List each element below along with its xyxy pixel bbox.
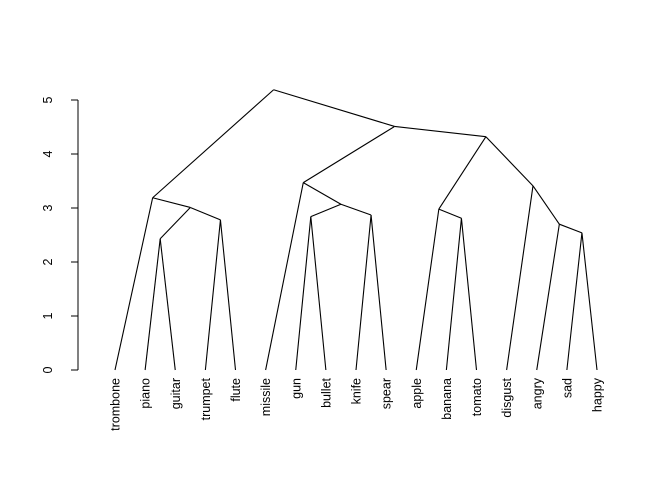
leaf-label-flute: flute [229, 378, 243, 402]
dendrogram-branch [310, 216, 327, 371]
leaf-label-angry: angry [530, 377, 544, 409]
dendrogram-branch [310, 203, 342, 218]
leaf-label-guitar: guitar [169, 378, 183, 409]
y-tick-label: 1 [41, 312, 55, 319]
leaf-labels: trombone piano guitar trumpet flute missile gu… [109, 377, 605, 431]
dendrogram-branch [566, 232, 583, 371]
dendrogram-branch [438, 136, 487, 210]
leaf-label-trombone: trombone [109, 378, 123, 431]
dendrogram-branch [355, 214, 372, 371]
dendrogram-branch [415, 209, 440, 371]
dendrogram-branch [532, 185, 560, 225]
dendrogram-branch [152, 197, 191, 208]
dendrogram-branch [370, 214, 387, 371]
leaf-label-happy: happy [591, 377, 605, 412]
leaf-label-spear: spear [380, 378, 394, 409]
y-tick-label: 2 [41, 258, 55, 265]
leaf-label-knife: knife [350, 378, 364, 404]
dendrogram-branch [581, 232, 598, 371]
dendrogram-branch [445, 218, 462, 371]
dendrogram-branch [152, 89, 274, 199]
leaf-label-sad: sad [560, 378, 574, 398]
y-tick-label: 4 [41, 150, 55, 157]
dendrogram-branch [190, 206, 221, 221]
dendrogram-branch [394, 125, 486, 138]
dendrogram-branches [114, 89, 598, 371]
dendrogram-branch [295, 216, 312, 371]
leaf-label-disgust: disgust [500, 377, 514, 417]
dendrogram-branch [506, 185, 534, 371]
leaf-label-gun: gun [289, 378, 303, 399]
leaf-label-banana: banana [440, 378, 454, 420]
dendrogram-branch [559, 223, 583, 234]
leaf-label-trumpet: trumpet [199, 377, 213, 420]
y-axis: 0 1 2 3 4 5 [41, 96, 79, 373]
y-tick-label: 0 [41, 366, 55, 373]
dendrogram-branch [159, 207, 191, 240]
dendrogram-branch [219, 219, 237, 371]
leaf-label-missile: missile [259, 378, 273, 416]
dendrogram-branch [485, 136, 534, 187]
dendrogram-branch [204, 219, 221, 371]
y-tick-label: 3 [41, 204, 55, 211]
dendrogram-branch [144, 238, 161, 371]
leaf-label-piano: piano [139, 378, 153, 409]
dendrogram-branch [159, 238, 176, 371]
y-tick-label: 5 [41, 96, 55, 103]
dendrogram-branch [303, 182, 342, 205]
dendrogram-branch [114, 197, 154, 371]
dendrogram-branch [438, 208, 462, 219]
dendrogram-branch [302, 125, 395, 184]
leaf-label-bullet: bullet [319, 377, 333, 407]
dendrogram-branch [340, 203, 372, 216]
leaf-label-apple: apple [410, 378, 424, 409]
leaf-label-tomato: tomato [470, 378, 484, 416]
dendrogram-branch [273, 89, 395, 127]
dendrogram-branch [265, 182, 304, 371]
dendrogram-branch [536, 224, 560, 371]
dendrogram-branch [460, 218, 478, 371]
